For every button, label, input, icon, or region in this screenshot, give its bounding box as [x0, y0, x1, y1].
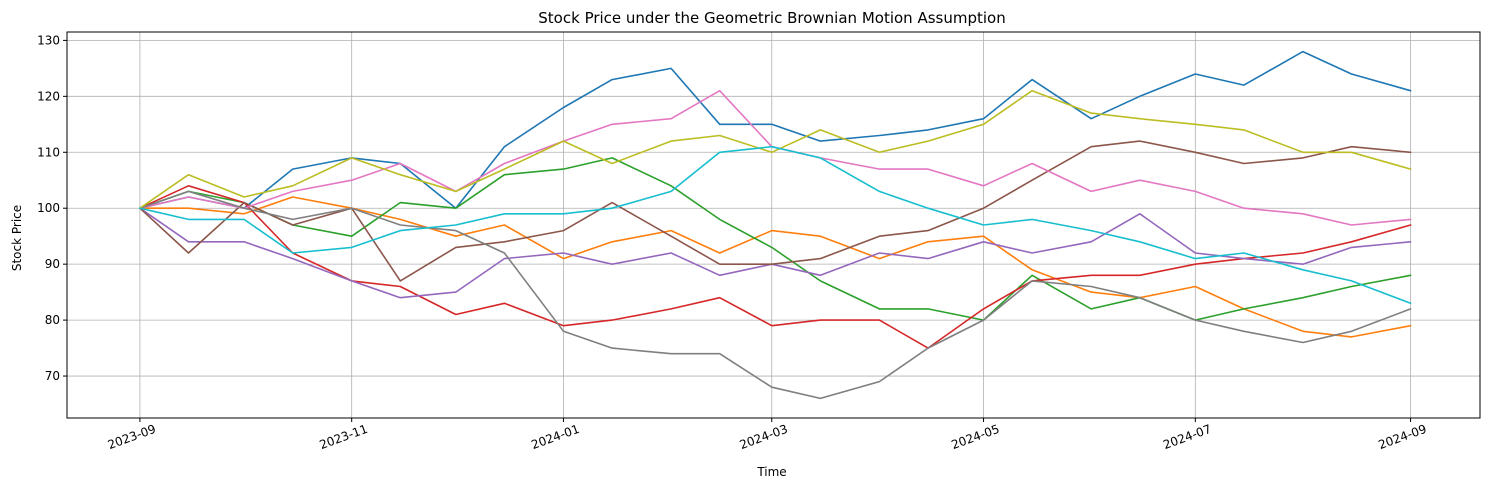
x-tick-label: 2024-07: [1161, 422, 1213, 452]
y-axis-label: Stock Price: [10, 205, 24, 271]
y-tick-label: 110: [37, 145, 60, 159]
x-tick-label: 2023-11: [318, 422, 370, 452]
x-tick-label: 2024-01: [529, 422, 581, 452]
series-line-5: [139, 207, 1412, 299]
y-tick-label: 90: [45, 257, 60, 271]
x-tick-label: 2024-09: [1377, 422, 1429, 452]
series-lines: [139, 50, 1412, 400]
x-axis: 2023-09 2023-11 2024-01 2024-03 2024-05 2024-…: [106, 418, 1429, 452]
series-line-10: [139, 145, 1412, 305]
x-tick-label: 2023-09: [106, 422, 158, 452]
y-tick-label: 70: [45, 369, 60, 383]
y-tick-label: 120: [37, 89, 60, 103]
chart-title: Stock Price under the Geometric Brownian…: [538, 9, 1005, 27]
grid: [67, 32, 1480, 418]
y-tick-label: 100: [37, 201, 60, 215]
y-tick-label: 130: [37, 33, 60, 47]
series-line-8: [139, 190, 1412, 400]
series-line-9: [139, 89, 1412, 209]
x-axis-label: Time: [756, 465, 786, 479]
series-line-2: [139, 196, 1412, 338]
x-tick-label: 2024-03: [738, 422, 790, 452]
plot-frame: [66, 31, 1481, 419]
y-tick-label: 80: [45, 313, 60, 327]
y-axis: 70 80 90 100 110 120 130: [37, 33, 67, 383]
x-tick-label: 2024-05: [949, 422, 1001, 452]
series-line-3: [139, 157, 1412, 321]
series-line-4: [139, 185, 1412, 349]
